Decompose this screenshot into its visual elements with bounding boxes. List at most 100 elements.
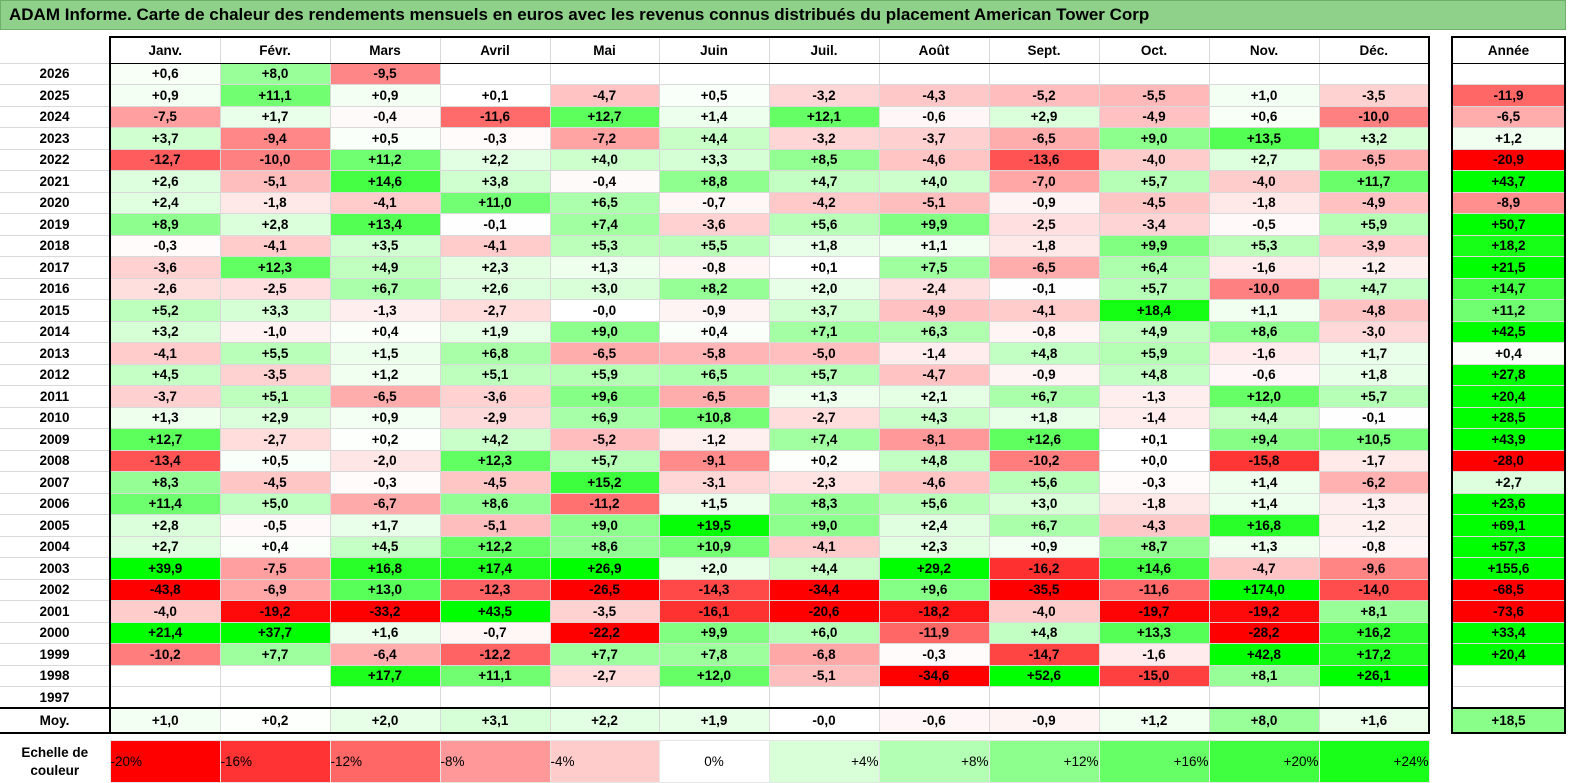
heatmap-cell: -0,6 — [878, 105, 990, 128]
average-cell: +1,6 — [1318, 707, 1430, 734]
heatmap-cell: -6,5 — [329, 385, 441, 408]
heatmap-cell: -43,8 — [109, 578, 221, 601]
heatmap-cell: -5,1 — [219, 170, 331, 193]
heatmap-cell: +13,0 — [329, 578, 441, 601]
heatmap-cell: +12,3 — [219, 256, 331, 279]
month-header: Déc. — [1318, 36, 1430, 64]
heatmap-cell: -1,3 — [1098, 385, 1210, 408]
heatmap-cell: +3,7 — [768, 299, 880, 322]
scale-swatch: +8% — [878, 740, 990, 783]
heatmap-cell: -8,1 — [878, 428, 990, 451]
heatmap-cell: -1,6 — [1208, 256, 1320, 279]
month-header: Juil. — [768, 36, 880, 64]
heatmap-cell — [109, 664, 221, 687]
heatmap-cell: -9,4 — [219, 127, 331, 150]
color-scale-legend: Echelle de couleur -20% -16% -12% -8% -4% 0% +4… — [0, 740, 1430, 783]
heatmap-cell: +1,4 — [1208, 492, 1320, 515]
heatmap-cell: +5,0 — [219, 492, 331, 515]
heatmap-cell: -0,3 — [329, 471, 441, 494]
year-row: 2012 +4,5 -3,5 +1,2 +5,1 +5,9 +6,5 +5,7 -4,7 -0,9… — [0, 363, 1430, 386]
heatmap-cell: -7,2 — [549, 127, 660, 150]
heatmap-cell: +5,3 — [549, 234, 660, 257]
heatmap-cell: +8,0 — [219, 62, 331, 85]
heatmap-cell: +13,3 — [1098, 621, 1210, 644]
heatmap-cell: -6,5 — [1318, 148, 1430, 171]
heatmap-cell — [329, 686, 441, 709]
heatmap-cell: +29,2 — [878, 557, 990, 580]
monthly-heatmap-table: Janv. Févr. Mars Avril Mai Juin Juil. Août Sept.… — [0, 36, 1430, 734]
heatmap-cell: +12,1 — [768, 105, 880, 128]
heatmap-cell: +1,4 — [1208, 471, 1320, 494]
heatmap-cell: -11,2 — [549, 492, 660, 515]
heatmap-cell: +10,8 — [658, 406, 770, 429]
heatmap-cell: -14,0 — [1318, 578, 1430, 601]
heatmap-cell: -19,7 — [1098, 600, 1210, 623]
year-row: 2000 +21,4 +37,7 +1,6 -0,7 -22,2 +9,9 +6,0 -11,9… — [0, 621, 1430, 644]
heatmap-cell: -6,5 — [658, 385, 770, 408]
heatmap-cell: -26,5 — [549, 578, 660, 601]
heatmap-cell: -7,0 — [988, 170, 1100, 193]
heatmap-cell: +5,7 — [1098, 277, 1210, 300]
heatmap-cell: -1,6 — [1208, 342, 1320, 365]
heatmap-cell: +4,3 — [878, 406, 990, 429]
year-label: 2004 — [0, 535, 111, 558]
year-row: 2011 -3,7 +5,1 -6,5 -3,6 +9,6 -6,5 +1,3 +2,1 +6,7… — [0, 385, 1430, 408]
heatmap-cell: -14,3 — [658, 578, 770, 601]
average-row: Moy. +1,0 +0,2 +2,0 +3,1 +2,2 +1,9 -0,0 -0,6 -0,9… — [0, 707, 1430, 734]
scale-swatch: 0% — [658, 740, 770, 783]
heatmap-cell: +3,2 — [1318, 127, 1430, 150]
heatmap-cell: -3,5 — [1318, 84, 1430, 107]
heatmap-body: 2026 +0,6 +8,0 -9,5 2025 +0,9 +11,1 +0,9 +0,1 -4,… — [0, 62, 1430, 734]
heatmap-cell: -6,5 — [988, 256, 1100, 279]
heatmap-cell: +5,7 — [549, 449, 660, 472]
heatmap-cell: -34,4 — [768, 578, 880, 601]
heatmap-cell: -6,5 — [549, 342, 660, 365]
year-row: 2021 +2,6 -5,1 +14,6 +3,8 -0,4 +8,8 +4,7 +4,0 -7,… — [0, 170, 1430, 193]
year-row: 2014 +3,2 -1,0 +0,4 +1,9 +9,0 +0,4 +7,1 +6,3 -0,8… — [0, 320, 1430, 343]
heatmap-cell: +1,0 — [1208, 84, 1320, 107]
heatmap-cell: +5,3 — [1208, 234, 1320, 257]
heatmap-cell: -0,1 — [439, 213, 551, 236]
heatmap-cell: -0,9 — [988, 363, 1100, 386]
annual-cell: +20,4 — [1451, 385, 1566, 408]
average-cell: +1,0 — [109, 707, 221, 734]
heatmap-cell: -2,7 — [219, 428, 331, 451]
heatmap-cell: +6,7 — [329, 277, 441, 300]
heatmap-cell: +6,5 — [549, 191, 660, 214]
year-row: 2020 +2,4 -1,8 -4,1 +11,0 +6,5 -0,7 -4,2 -5,1 -0,… — [0, 191, 1430, 214]
heatmap-cell: -5,5 — [1098, 84, 1210, 107]
heatmap-cell: +7,1 — [768, 320, 880, 343]
heatmap-cell: +4,4 — [768, 557, 880, 580]
annual-cell: -68,5 — [1451, 578, 1566, 601]
annual-cell: +28,5 — [1451, 406, 1566, 429]
annual-cell: +2,7 — [1451, 471, 1566, 494]
heatmap-cell: +7,5 — [878, 256, 990, 279]
heatmap-cell: -3,2 — [768, 127, 880, 150]
color-scale-label-line1: Echelle de — [21, 744, 89, 760]
heatmap-cell: -12,7 — [109, 148, 221, 171]
month-header-row: Janv. Févr. Mars Avril Mai Juin Juil. Août Sept.… — [0, 36, 1430, 64]
heatmap-cell: +0,9 — [109, 84, 221, 107]
heatmap-cell: +26,9 — [549, 557, 660, 580]
annual-cell: -6,5 — [1451, 105, 1566, 128]
heatmap-cell: -6,2 — [1318, 471, 1430, 494]
month-header: Oct. — [1098, 36, 1210, 64]
heatmap-cell: +11,0 — [439, 191, 551, 214]
heatmap-cell: -7,5 — [109, 105, 221, 128]
heatmap-cell: -4,8 — [1318, 299, 1430, 322]
year-label: 2016 — [0, 277, 111, 300]
scale-swatch: -8% — [439, 740, 551, 783]
heatmap-cell: +9,0 — [768, 514, 880, 537]
annual-cell: +0,4 — [1451, 342, 1566, 365]
heatmap-cell: +6,4 — [1098, 256, 1210, 279]
average-cell: +1,2 — [1098, 707, 1210, 734]
heatmap-cell: -6,9 — [219, 578, 331, 601]
heatmap-cell: +2,6 — [439, 277, 551, 300]
heatmap-cell: +13,5 — [1208, 127, 1320, 150]
heatmap-cell — [878, 686, 990, 709]
heatmap-cell: -0,4 — [329, 105, 441, 128]
heatmap-cell: -10,2 — [109, 643, 221, 666]
year-row: 2018 -0,3 -4,1 +3,5 -4,1 +5,3 +5,5 +1,8 +1,1 -1,8… — [0, 234, 1430, 257]
heatmap-cell: -2,7 — [439, 299, 551, 322]
heatmap-cell: -2,5 — [988, 213, 1100, 236]
